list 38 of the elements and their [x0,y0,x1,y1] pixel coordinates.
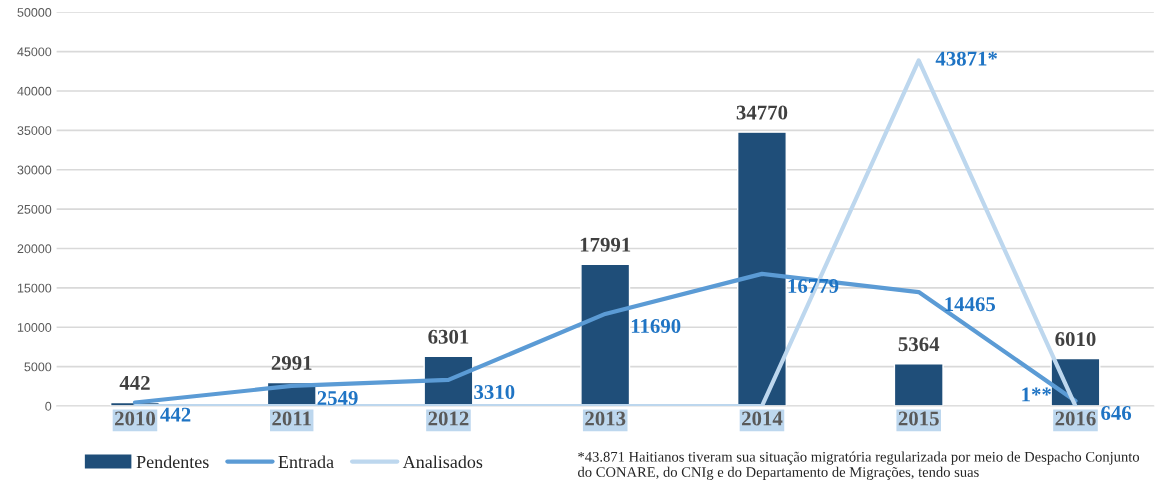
y-tick-label: 45000 [17,47,52,57]
data-label: 646 [1101,406,1132,421]
x-tick-label: 2016 [1055,411,1096,426]
data-label: 11690 [631,318,681,334]
data-label: 1** [1022,387,1051,402]
data-label: 14465 [945,297,996,312]
y-tick-label: 50000 [17,8,52,17]
y-tick-label: 15000 [17,283,52,293]
data-label: 3310 [474,384,515,400]
text: *43.871 Haitianos tiveram sua situação migratória regularizada por meio de Despacho Conjunto do CONARE, do CNIg e do Departamento de Migrações, tendo suas [578,451,1140,480]
legend-label: Analisados [402,455,483,469]
y-tick-label: 30000 [17,165,52,175]
y-tick-label: 5000 [24,362,52,372]
legend-label: Entrada [278,455,334,469]
y-tick-label: 0 [45,401,52,411]
y-tick-label: 20000 [17,244,52,254]
legend-label: Pendentes [136,455,209,469]
x-tick-label: 2015 [898,411,939,426]
y-tick-label: 40000 [17,86,52,96]
y-tick-label: 10000 [17,323,52,332]
data-label: 2549 [317,391,358,406]
data-label: 442 [160,407,191,422]
x-tick-label: 2011 [272,411,311,426]
data-label: 34770 [736,105,788,120]
y-tick-label: 35000 [17,126,52,135]
data-label: 5364 [898,337,940,352]
x-tick-label: 2013 [585,411,626,426]
x-tick-label: 2012 [428,411,469,426]
data-label: 43871* [935,51,998,66]
data-label: 6301 [428,329,469,344]
x-tick-label: 2014 [742,411,783,426]
data-label: 2991 [271,355,312,370]
x-tick-label: 2010 [115,411,156,426]
y-tick-label: 25000 [17,204,52,214]
data-label: 17991 [580,237,631,252]
data-label: 16779 [788,278,839,293]
data-label: 6010 [1055,332,1096,347]
data-label: 442 [119,375,150,390]
